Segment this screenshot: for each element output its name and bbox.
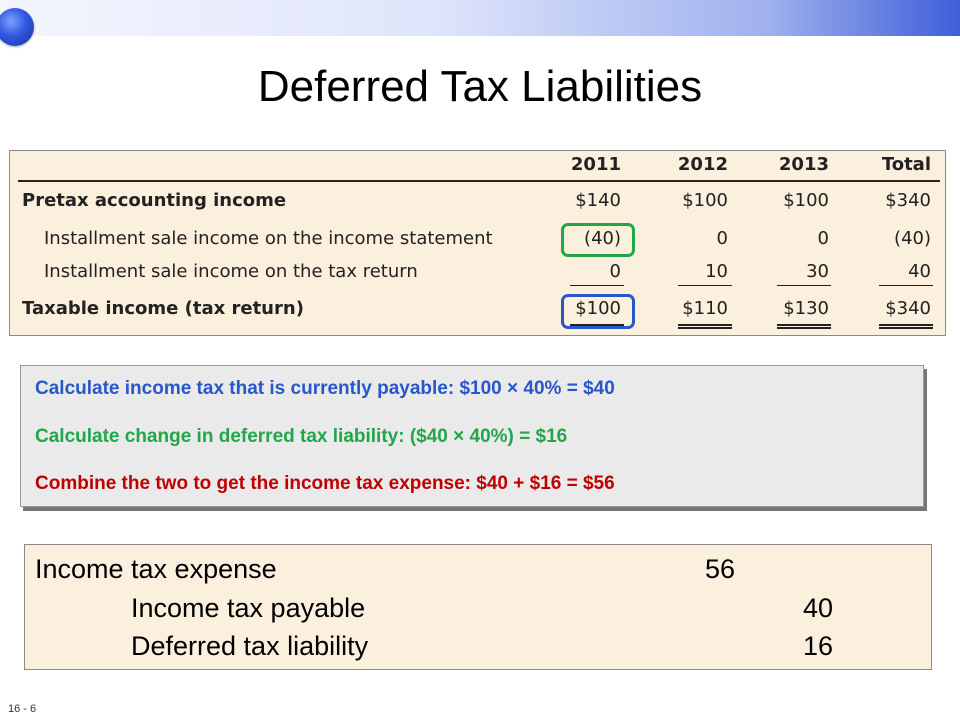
column-header-total: Total	[881, 154, 931, 175]
credit-label-deferred: Deferred tax liability	[131, 631, 369, 661]
column-header-2013: 2013	[778, 154, 829, 175]
highlight-blue-box	[561, 294, 635, 329]
total-double-underline	[777, 324, 831, 329]
calc-deferred-change: Calculate change in deferred tax liabili…	[35, 426, 568, 447]
table-cell: $130	[783, 298, 829, 319]
subtotal-underline	[777, 285, 831, 286]
debit-label: Income tax expense	[35, 554, 277, 584]
table-cell: (40)	[894, 228, 931, 249]
table-cell: $340	[885, 190, 931, 211]
journal-entry-panel: Income tax expense 56 Income tax payable…	[24, 544, 932, 670]
header-rule	[18, 180, 940, 182]
table-cell: 0	[817, 228, 829, 249]
column-header-2012: 2012	[677, 154, 728, 175]
bullet-orb-icon	[0, 8, 34, 46]
row-label-installment-tax-return: Installment sale income on the tax retur…	[44, 261, 418, 282]
credit-amount-deferred: 16	[803, 631, 834, 661]
calc-tax-expense: Combine the two to get the income tax ex…	[35, 473, 615, 494]
highlight-green-box	[561, 223, 635, 257]
debit-amount: 56	[705, 554, 736, 584]
calculation-panel: Calculate income tax that is currently p…	[20, 365, 924, 507]
credit-amount-payable: 40	[803, 593, 834, 623]
table-cell: 0	[716, 228, 728, 249]
subtotal-underline	[879, 285, 933, 286]
header-bar	[0, 0, 960, 36]
table-cell: $100	[783, 190, 829, 211]
row-label-taxable-income: Taxable income (tax return)	[22, 298, 304, 319]
table-cell: 0	[609, 261, 621, 282]
income-schedule-table: 2011 2012 2013 Total Pretax accounting i…	[9, 150, 946, 336]
table-cell: $340	[885, 298, 931, 319]
table-cell: (40)	[584, 228, 621, 249]
total-double-underline	[678, 324, 732, 329]
table-cell: $100	[575, 298, 621, 319]
total-double-underline	[879, 324, 933, 329]
row-label-pretax: Pretax accounting income	[22, 190, 287, 211]
table-cell: 40	[908, 261, 931, 282]
subtotal-underline	[678, 285, 732, 286]
credit-label-payable: Income tax payable	[131, 593, 366, 623]
slide-title: Deferred Tax Liabilities	[257, 62, 703, 111]
column-header-2011: 2011	[570, 154, 621, 175]
row-label-installment-income-statement: Installment sale income on the income st…	[44, 228, 493, 249]
table-cell: $100	[682, 190, 728, 211]
calc-current-payable: Calculate income tax that is currently p…	[35, 378, 615, 399]
slide-number: 16 - 6	[8, 703, 37, 715]
table-cell: $110	[682, 298, 728, 319]
table-cell: $140	[575, 190, 621, 211]
table-cell: 30	[806, 261, 829, 282]
subtotal-underline	[570, 285, 624, 286]
table-cell: 10	[705, 261, 728, 282]
